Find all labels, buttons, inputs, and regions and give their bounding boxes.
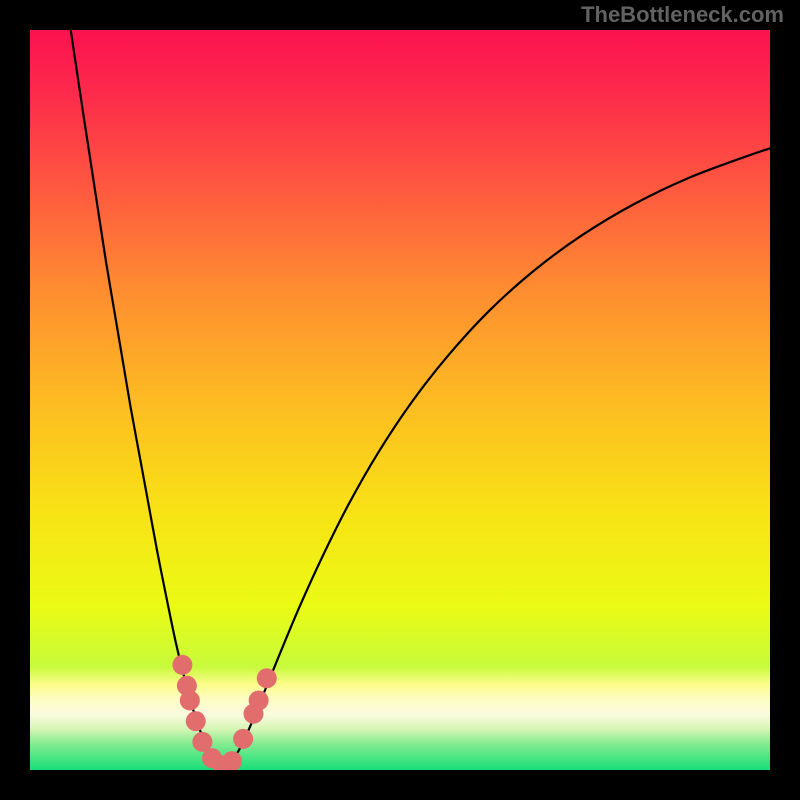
chart-plot-area — [30, 30, 770, 770]
watermark-text: TheBottleneck.com — [581, 2, 784, 28]
